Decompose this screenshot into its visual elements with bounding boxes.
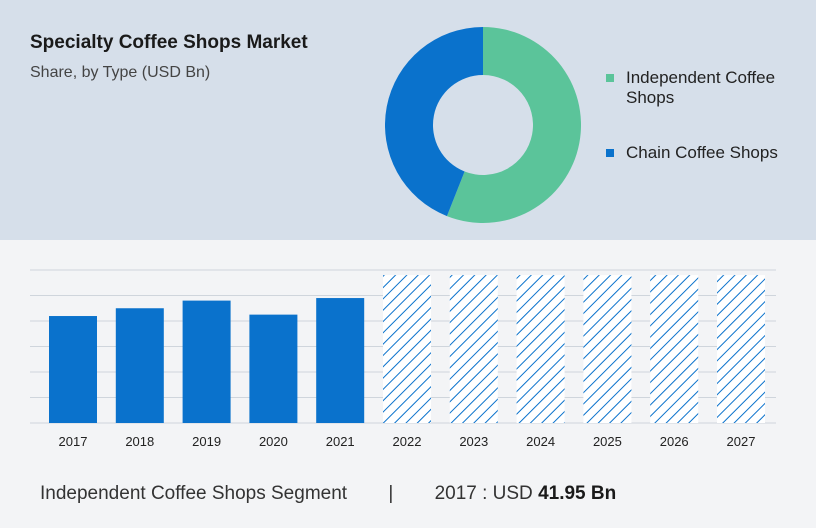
legend-item-independent: Independent Coffee Shops: [606, 68, 811, 108]
x-tick-label: 2021: [326, 434, 355, 449]
footer-value: 41.95 Bn: [538, 483, 617, 504]
bar: [182, 300, 231, 423]
legend: Independent Coffee Shops Chain Coffee Sh…: [606, 68, 811, 163]
forecast-bar: [449, 275, 498, 423]
bar: [249, 314, 298, 423]
forecast-bar: [650, 275, 699, 423]
bar: [49, 316, 97, 423]
forecast-bar: [717, 275, 765, 423]
legend-label: Chain Coffee Shops: [626, 143, 778, 162]
x-tick-label: 2020: [259, 434, 288, 449]
footer-segment: Independent Coffee Shops Segment: [40, 483, 348, 504]
header-panel: Specialty Coffee Shops Market Share, by …: [0, 0, 816, 240]
x-tick-label: 2023: [459, 434, 488, 449]
x-tick-label: 2025: [593, 434, 622, 449]
footer-separator: |: [388, 483, 394, 504]
footer-year: 2017 : USD: [434, 483, 533, 504]
chart-title: Specialty Coffee Shops Market: [30, 32, 308, 53]
legend-label: Independent Coffee Shops: [626, 68, 776, 107]
x-tick-label: 2024: [526, 434, 555, 449]
bar-panel: 2017 2018 2019 2020 2021 2022 2023 2024 2025 2026…: [0, 240, 816, 528]
x-tick-label: 2019: [192, 434, 221, 449]
footer: Independent Coffee Shops Segment | 2017 …: [40, 483, 616, 505]
x-tick-label: 2022: [393, 434, 422, 449]
bar: [316, 298, 365, 423]
x-tick-label: 2017: [59, 434, 88, 449]
legend-swatch: [606, 149, 614, 157]
donut-slice: [446, 27, 581, 223]
legend-swatch: [606, 74, 614, 82]
x-tick-label: 2027: [727, 434, 756, 449]
chart-subtitle: Share, by Type (USD Bn): [30, 64, 211, 81]
forecast-bar: [583, 275, 632, 423]
bar-chart: 2017 2018 2019 2020 2021 2022 2023 2024 2025 2026…: [30, 269, 776, 449]
legend-item-chain: Chain Coffee Shops: [606, 143, 811, 163]
forecast-bar: [383, 275, 431, 423]
forecast-bar: [516, 275, 565, 423]
donut-slice: [384, 27, 483, 217]
x-tick-label: 2026: [660, 434, 689, 449]
bar: [115, 308, 164, 423]
x-tick-label: 2018: [125, 434, 154, 449]
donut-chart: [384, 27, 581, 223]
